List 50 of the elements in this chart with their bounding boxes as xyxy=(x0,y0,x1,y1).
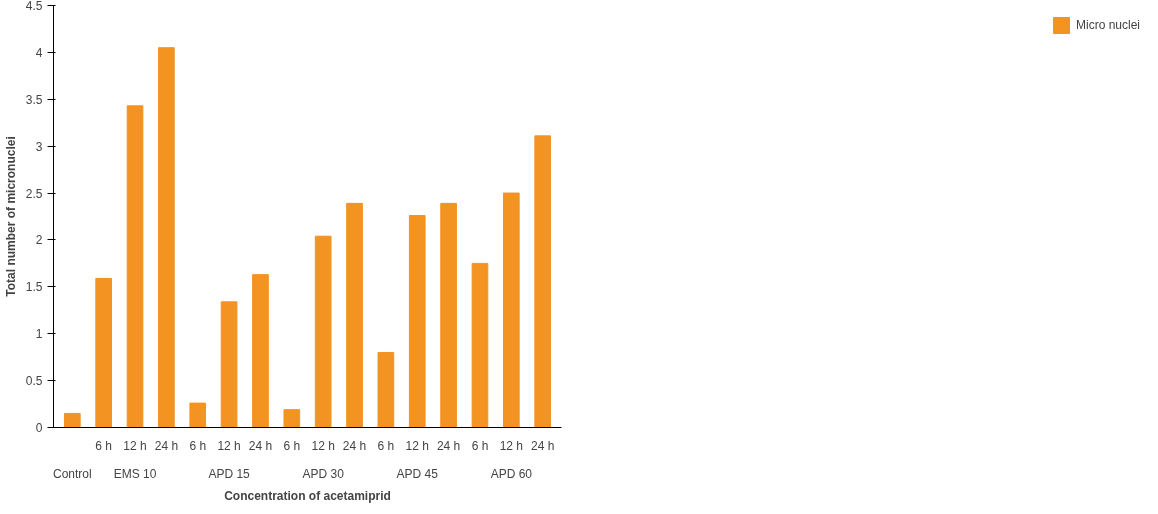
bar xyxy=(189,402,207,428)
bar xyxy=(126,105,144,428)
bar xyxy=(346,202,363,428)
y-tick-label: 1 xyxy=(35,327,43,342)
bar xyxy=(471,262,489,428)
y-tick-label: 0 xyxy=(35,421,43,435)
bar xyxy=(440,202,457,428)
text: APD 30 xyxy=(302,466,345,481)
text: APD 45 xyxy=(396,466,439,481)
y-tick-label: 2 xyxy=(35,233,43,248)
y-axis-title: Total number of micronuclei xyxy=(3,136,18,297)
y-tick-label: 3 xyxy=(35,139,43,154)
x-axis-title: Concentration of acetamiprid xyxy=(224,488,391,503)
x-tick-label: 12 h xyxy=(311,438,335,453)
text: APD 60 xyxy=(490,466,533,481)
y-tick-label: 4 xyxy=(35,45,43,60)
x-tick-label: 6 h xyxy=(189,438,207,453)
y-tick-label: 3.5 xyxy=(25,92,43,107)
bar xyxy=(314,235,332,428)
y-tick-label: 1.5 xyxy=(25,280,43,295)
legend-label: Micro nuclei xyxy=(1075,18,1140,32)
bar xyxy=(252,274,269,428)
y-tick-label: 2.5 xyxy=(25,186,43,201)
x-tick-label: 12 h xyxy=(405,438,429,453)
x-tick-label: 12 h xyxy=(499,438,524,453)
bar xyxy=(377,351,395,428)
x-tick-label: 6 h xyxy=(95,438,113,453)
x-tick-label: 24 h xyxy=(531,438,555,453)
bar xyxy=(158,47,175,428)
bar xyxy=(408,215,426,428)
y-tick-label: 0.5 xyxy=(25,374,43,389)
text: Control xyxy=(52,466,92,481)
text: EMS 10 xyxy=(113,466,157,481)
x-tick-label: 6 h xyxy=(377,438,395,453)
bar xyxy=(95,277,113,428)
text: APD 15 xyxy=(208,466,251,481)
bar xyxy=(283,409,301,428)
x-tick-label: 24 h xyxy=(248,438,273,453)
x-tick-label: 12 h xyxy=(217,438,241,453)
bar xyxy=(534,135,552,428)
bar xyxy=(63,412,81,428)
x-tick-label: 6 h xyxy=(471,438,489,453)
bar xyxy=(502,192,520,428)
x-tick-label: 24 h xyxy=(342,438,367,453)
x-tick-label: 12 h xyxy=(123,438,147,453)
y-tick-label: 4.5 xyxy=(25,0,43,13)
x-tick-label: 24 h xyxy=(154,438,179,453)
x-tick-label: 6 h xyxy=(283,438,301,453)
x-tick-label: 24 h xyxy=(436,438,461,453)
bar xyxy=(220,301,238,428)
